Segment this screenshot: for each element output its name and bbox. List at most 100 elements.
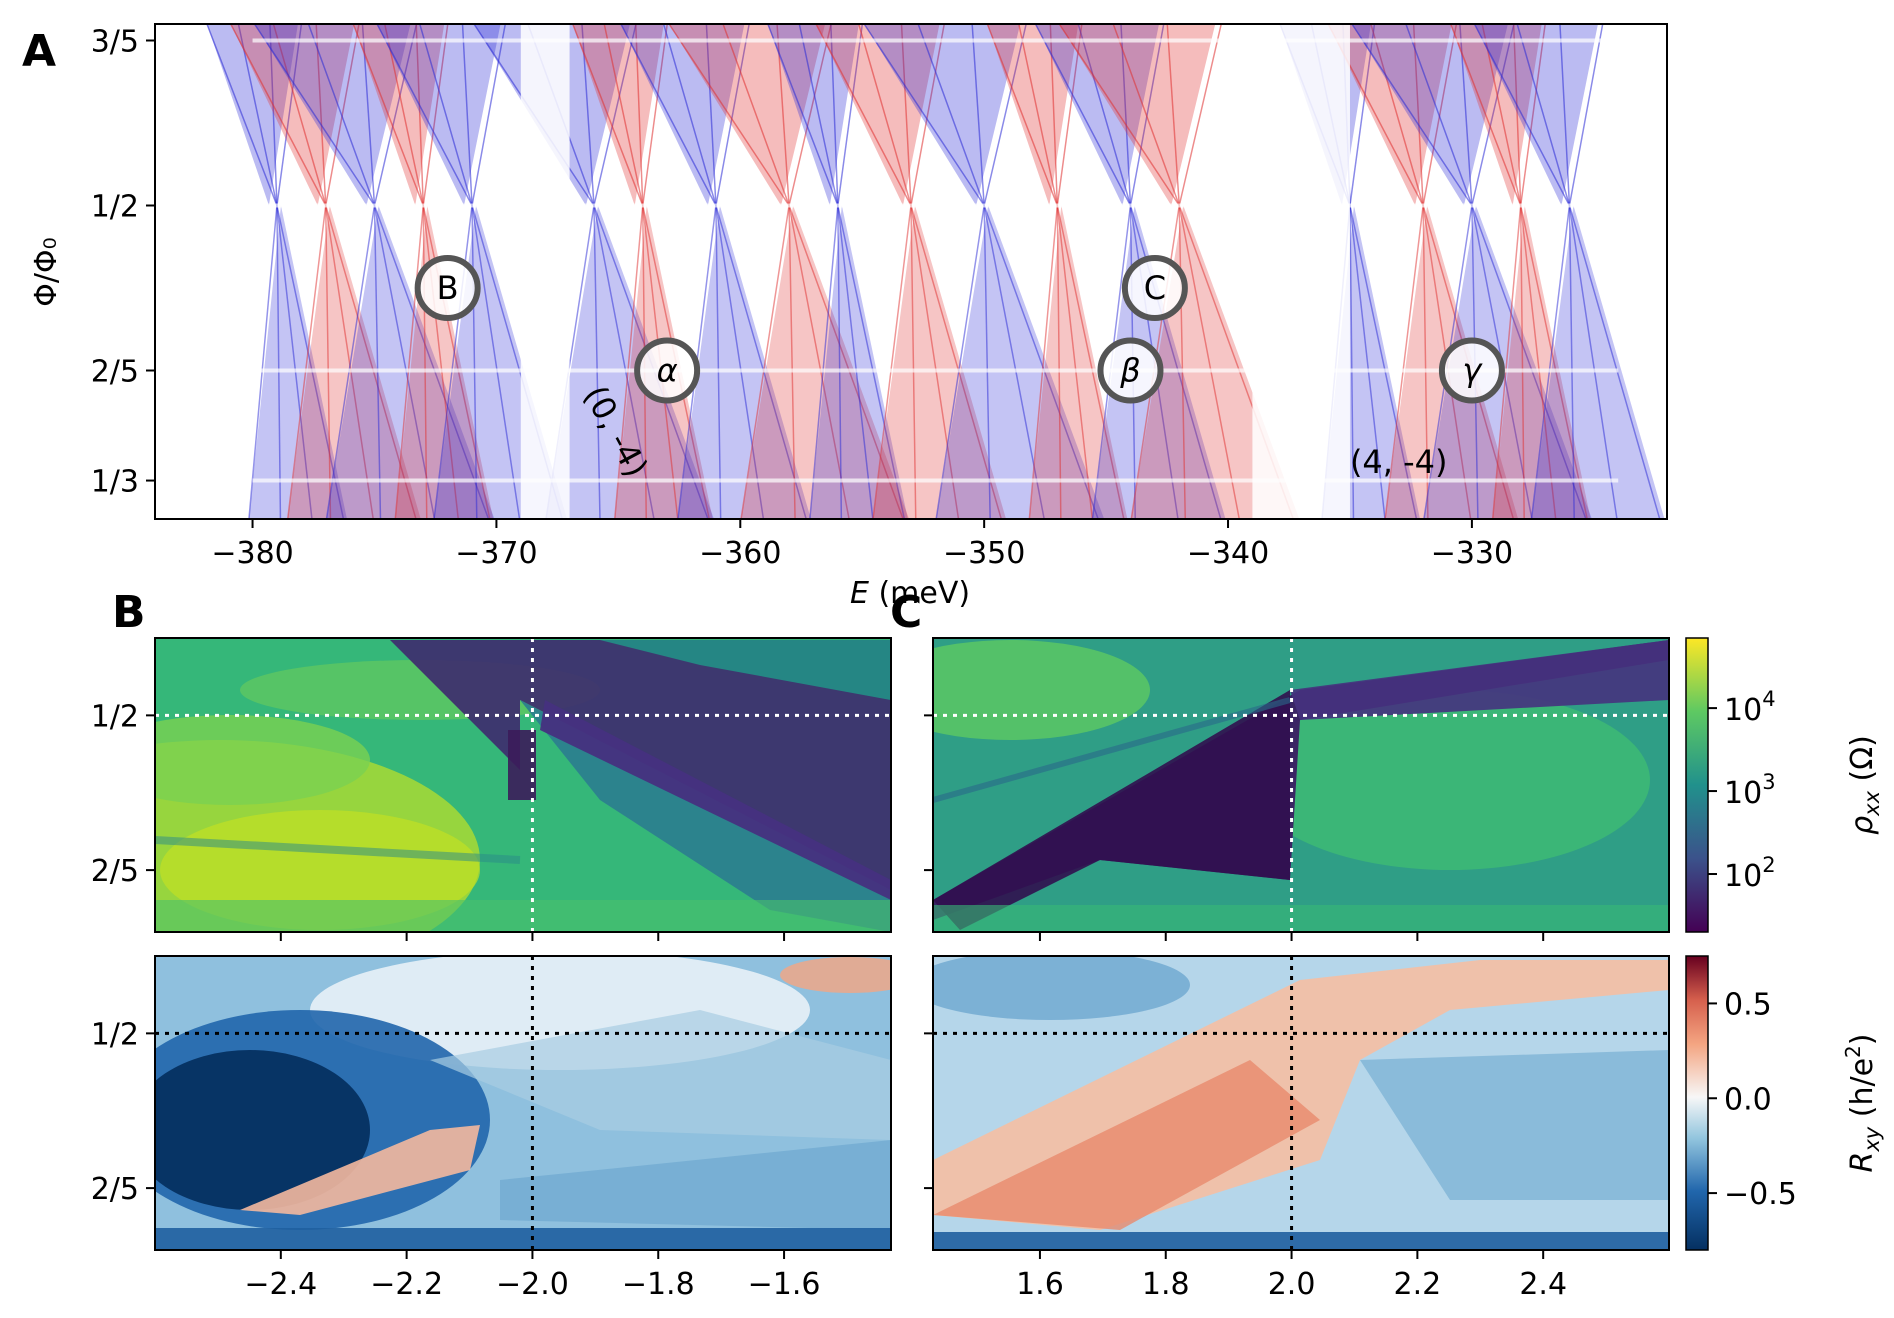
band-line: [593, 205, 601, 519]
band-line: [276, 205, 345, 519]
band-line: [1351, 24, 1473, 206]
band-line: [1516, 24, 1571, 206]
colorbar-rxy-gradient: [1685, 955, 1709, 1251]
band-line: [1519, 205, 1525, 519]
band-line: [1120, 24, 1132, 206]
band-line: [1491, 205, 1522, 519]
panel-label-a: A: [22, 26, 56, 77]
heatmap-b-rho: [155, 638, 891, 932]
band-fan: [248, 205, 347, 519]
band-line: [422, 205, 428, 519]
colorbar-rxy-ticks: 0.5 0.0 −0.5: [1708, 987, 1797, 1212]
band-line: [1449, 24, 1522, 206]
band-line: [837, 24, 864, 206]
band-line: [1056, 205, 1062, 519]
band-line: [237, 24, 278, 206]
panel-c-top-ticks: [924, 714, 1545, 941]
band-line: [620, 24, 717, 206]
band-line: [315, 24, 327, 206]
band-line: [910, 24, 945, 206]
band-line: [1473, 24, 1571, 206]
band-line: [471, 24, 507, 206]
band-line: [276, 24, 303, 206]
panel-b-bottom-ticks: −2.4 −2.2 −2.0 −1.8 −1.6 2/5 1/2: [91, 1017, 821, 1302]
band-line: [1481, 24, 1522, 206]
band-line: [433, 205, 473, 519]
band-line: [935, 205, 985, 519]
band-line: [248, 205, 278, 519]
x-tick-label: 2.4: [1519, 1267, 1567, 1302]
spectral-gap: [1252, 24, 1350, 519]
band-line: [324, 205, 374, 519]
band-line: [1178, 205, 1240, 519]
x-tick-label: −340: [1187, 536, 1269, 571]
x-tick-label: −360: [699, 536, 781, 571]
annotation-circle: [414, 255, 481, 321]
y-tick-label: 2/5: [91, 1172, 139, 1207]
band-line: [269, 24, 278, 206]
band-line: [1559, 24, 1571, 206]
x-tick-label: −350: [943, 536, 1025, 571]
band-line: [471, 205, 521, 519]
band-line: [971, 24, 985, 206]
band-line: [419, 24, 473, 206]
band-line: [740, 205, 790, 519]
band-line: [1178, 205, 1187, 519]
band-line: [837, 205, 843, 519]
band-line: [1384, 205, 1424, 519]
band-line: [1405, 24, 1473, 206]
panel-c-bottom-frame: [932, 955, 1670, 1251]
colorbar-tick-label: 0.5: [1724, 987, 1772, 1022]
band-line: [422, 24, 449, 206]
y-tick-label: 2/5: [91, 854, 139, 889]
y-tick-label: 3/5: [91, 25, 139, 60]
panel-a-frame: [154, 23, 1668, 520]
panel-label-b: B: [112, 587, 146, 638]
band-line: [373, 24, 418, 206]
band-line: [917, 24, 985, 206]
band-line: [837, 205, 874, 519]
band-fan: [1423, 205, 1592, 519]
band-line: [593, 205, 655, 519]
band-line: [1178, 24, 1222, 206]
band-fan: [936, 205, 1105, 519]
band-line: [1568, 24, 1604, 206]
band-line: [668, 24, 790, 206]
annotation-label: β: [1119, 352, 1140, 390]
band-line: [983, 205, 1099, 519]
band-line: [324, 205, 417, 519]
panel-a-ticks: −380 −370 −360 −350 −340 −330 1/3 2/5 1/2 3/5: [91, 25, 1513, 572]
band-line: [593, 24, 637, 206]
band-line: [373, 205, 490, 519]
band-line: [1568, 205, 1618, 519]
x-tick-label: −1.8: [622, 1267, 695, 1302]
band-line: [715, 205, 807, 519]
band-line: [910, 205, 1002, 519]
band-line: [1056, 205, 1125, 519]
band-line: [705, 24, 717, 206]
colorbar-tick-label: 104: [1724, 687, 1776, 728]
y-tick-label: 1/2: [91, 190, 139, 225]
x-axis-label-a: E (meV): [850, 576, 970, 611]
annotation-circle: [634, 337, 701, 404]
panel-b-top-frame: [154, 637, 892, 933]
band-line: [1422, 205, 1429, 519]
y-tick-label: 1/3: [91, 465, 139, 500]
band-line: [798, 24, 839, 206]
band-line: [276, 205, 313, 519]
band-line: [572, 24, 644, 206]
colorbar-rho-gradient: [1685, 637, 1709, 933]
band-line: [1018, 24, 1059, 206]
band-line: [715, 24, 750, 206]
band-line: [767, 24, 839, 206]
band-line: [307, 24, 376, 206]
band-line: [815, 24, 912, 206]
band-line: [286, 205, 327, 519]
band-line: [325, 205, 376, 519]
band-line: [272, 24, 327, 206]
annotation-label: α: [657, 352, 678, 390]
colorbar-rho: 102 103 104 ρxx (Ω): [1685, 637, 1884, 933]
band-line: [910, 205, 960, 519]
band-line: [1568, 205, 1661, 519]
